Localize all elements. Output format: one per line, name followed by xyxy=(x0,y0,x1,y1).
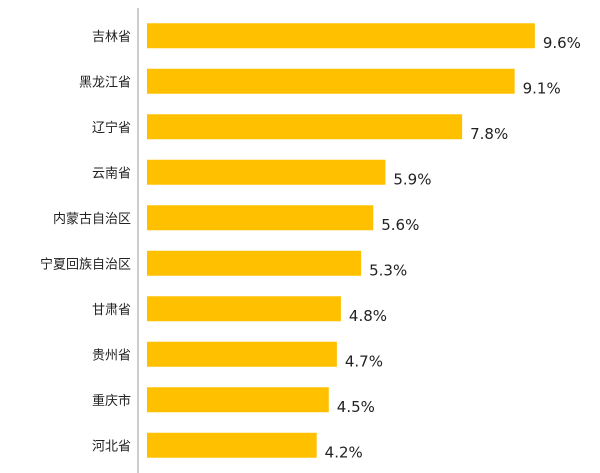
value-label-2: 7.8% xyxy=(470,125,508,143)
bar-1 xyxy=(147,68,515,94)
bar-3 xyxy=(147,159,386,185)
value-label-0: 9.6% xyxy=(543,34,581,52)
value-label-7: 4.7% xyxy=(345,352,383,370)
value-label-9: 4.2% xyxy=(325,443,363,461)
category-label-7: 贵州省 xyxy=(92,348,131,363)
value-label-5: 5.3% xyxy=(369,261,407,279)
category-label-2: 辽宁省 xyxy=(92,120,131,136)
category-label-4: 内蒙古自治区 xyxy=(53,211,131,227)
value-label-1: 9.1% xyxy=(523,79,561,97)
bar-5 xyxy=(147,250,362,276)
category-label-3: 云南省 xyxy=(92,165,131,181)
category-label-8: 重庆市 xyxy=(92,393,131,409)
value-label-8: 4.5% xyxy=(337,398,375,416)
category-label-0: 吉林省 xyxy=(92,30,131,45)
category-label-9: 河北省 xyxy=(92,439,131,454)
category-label-1: 黑龙江省 xyxy=(79,75,131,90)
bar-7 xyxy=(147,341,337,367)
value-label-4: 5.6% xyxy=(381,216,419,234)
bar-2 xyxy=(147,114,463,140)
value-labels-group: 9.6% 9.1% 7.8% 5.9% 5.6% 5.3% 4.8% 4.7% 4.5% 4.2% xyxy=(325,34,581,462)
value-label-6: 4.8% xyxy=(349,307,387,325)
bar-8 xyxy=(147,387,329,413)
bar-4 xyxy=(147,205,374,231)
bar-6 xyxy=(147,296,341,322)
bar-9 xyxy=(147,432,317,458)
bar-0 xyxy=(147,23,535,49)
category-label-5: 宁夏回族自治区 xyxy=(40,256,131,272)
value-label-3: 5.9% xyxy=(393,170,431,188)
bars-group xyxy=(147,23,535,458)
category-label-6: 甘肃省 xyxy=(92,303,131,318)
